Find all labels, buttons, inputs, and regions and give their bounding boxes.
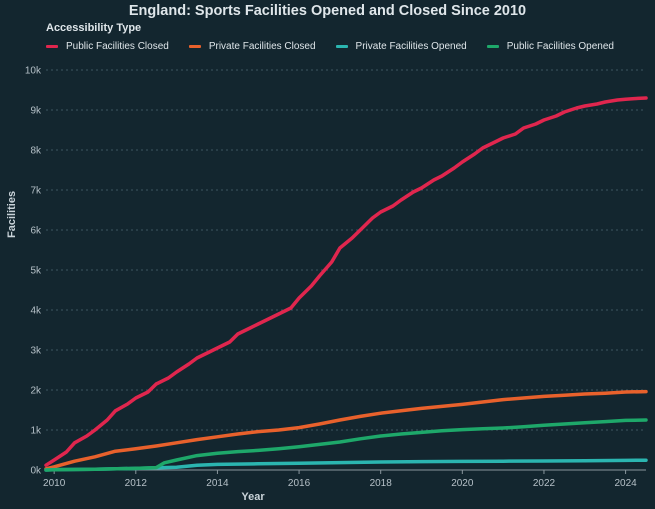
x-tick-label: 2012 (125, 478, 148, 489)
y-tick-label: 1k (30, 426, 42, 437)
legend-item[interactable]: Private Facilities Opened (335, 41, 467, 52)
legend-label: Private Facilities Opened (355, 41, 467, 52)
legend-swatch (46, 45, 58, 48)
legend-label: Public Facilities Closed (66, 41, 169, 52)
x-axis-label: Year (241, 491, 265, 503)
x-tick-label: 2018 (370, 478, 393, 489)
y-tick-label: 3k (30, 346, 42, 357)
y-tick-label: 10k (25, 66, 42, 77)
legend-swatch (335, 45, 348, 48)
x-tick-label: 2022 (533, 478, 556, 489)
legend-label: Private Facilities Closed (208, 41, 316, 52)
series-line-public-facilities-opened (44, 418, 648, 472)
y-tick-label: 0k (30, 466, 42, 477)
y-ticks: 0k 1k 2k 3k 4k 5k 6k 7k 8k 9k 10k (25, 66, 42, 477)
x-tick-label: 2010 (43, 478, 66, 489)
series-line-private-facilities-closed (44, 389, 648, 471)
x-tick-label: 2020 (451, 478, 474, 489)
y-tick-label: 8k (30, 146, 42, 157)
legend-swatch (486, 45, 499, 48)
legend-swatch (188, 45, 201, 48)
y-tick-label: 5k (30, 266, 42, 277)
legend-item[interactable]: Private Facilities Closed (188, 41, 316, 52)
legend-item[interactable]: Public Facilities Opened (486, 41, 614, 52)
grid (46, 69, 646, 471)
y-tick-label: 7k (30, 186, 42, 197)
legend-title: Accessibility Type (46, 22, 142, 34)
y-tick-label: 4k (30, 306, 42, 317)
chart-title: England: Sports Facilities Opened and Cl… (128, 3, 527, 19)
legend: Public Facilities Closed Private Faciliti… (46, 41, 634, 52)
series-lines (44, 96, 648, 472)
y-tick-label: 9k (30, 106, 42, 117)
legend-item[interactable]: Public Facilities Closed (46, 41, 169, 52)
x-ticks: 2010 2012 2014 2016 2018 2020 2022 2024 (43, 470, 637, 489)
x-tick-label: 2024 (614, 478, 637, 489)
x-tick-label: 2016 (288, 478, 311, 489)
series-line-public-facilities-closed (44, 96, 648, 467)
legend-label: Public Facilities Opened (506, 41, 614, 52)
y-tick-label: 6k (30, 226, 42, 237)
x-tick-label: 2014 (206, 478, 229, 489)
y-tick-label: 2k (30, 386, 42, 397)
